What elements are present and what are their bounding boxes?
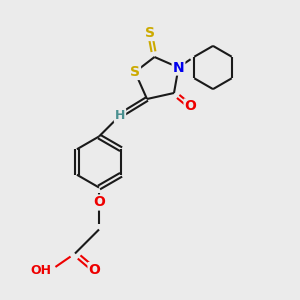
Text: N: N (173, 61, 184, 74)
Text: S: S (145, 26, 155, 40)
Text: O: O (184, 100, 196, 113)
Text: OH: OH (30, 263, 51, 277)
Text: S: S (130, 65, 140, 79)
Text: O: O (88, 263, 101, 277)
Text: H: H (115, 109, 125, 122)
Text: O: O (93, 196, 105, 209)
